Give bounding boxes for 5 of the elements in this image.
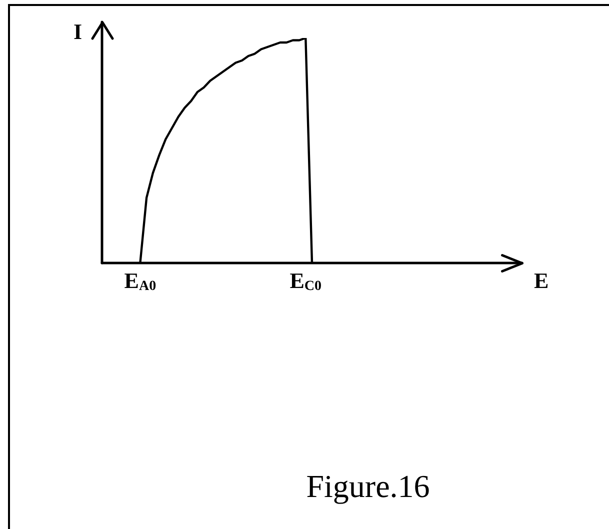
y-axis-title: I <box>73 19 82 44</box>
x-tick-label: E$_{A0}$ <box>124 268 156 294</box>
x-axis-title: E <box>534 268 549 293</box>
text: Figure.16 <box>306 468 430 504</box>
x-tick-label: E$_{C0}$ <box>290 268 322 294</box>
